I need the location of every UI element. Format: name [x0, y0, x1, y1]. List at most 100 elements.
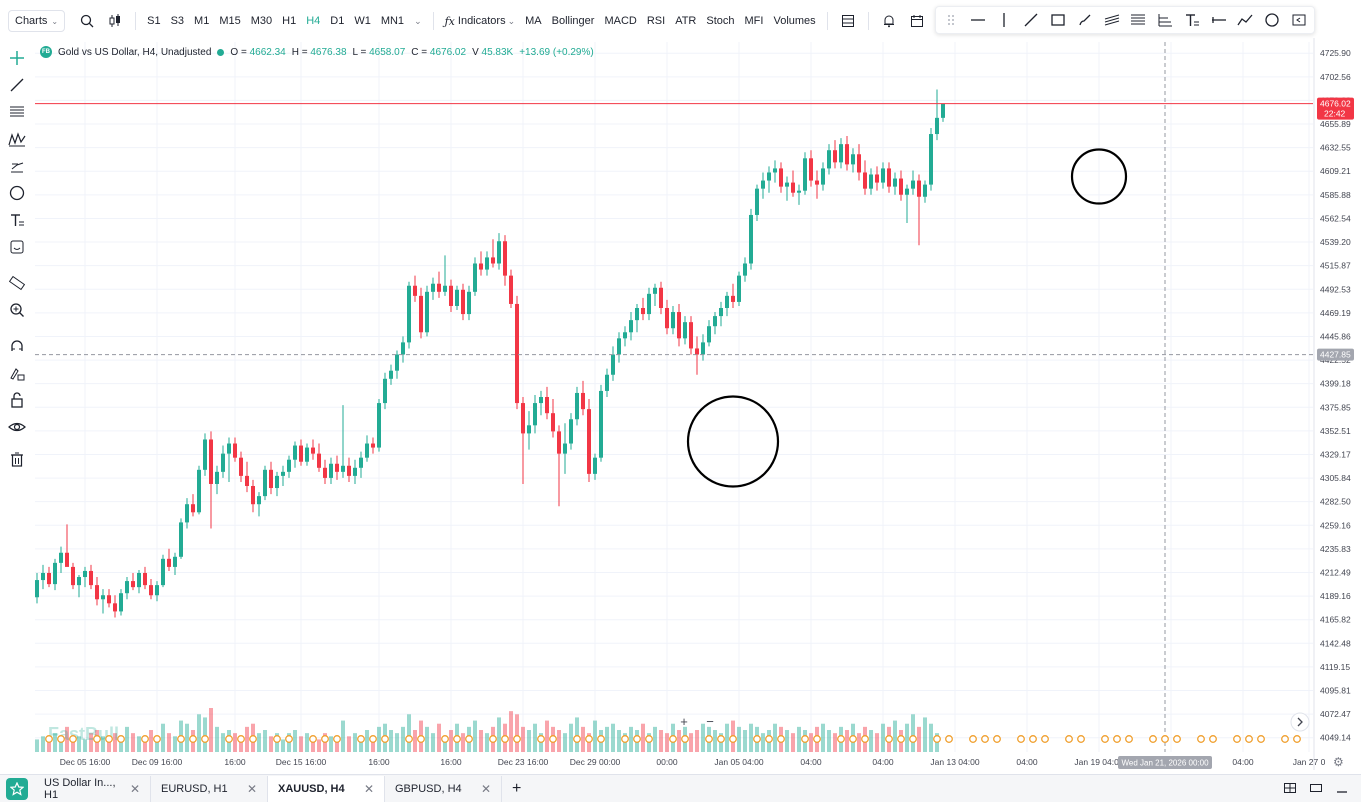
alert-bell-icon[interactable] — [878, 10, 900, 32]
candle-body — [797, 190, 801, 193]
timeframe-h4[interactable]: H4 — [306, 15, 321, 27]
lock-icon[interactable] — [5, 388, 29, 412]
candle-body — [185, 504, 189, 523]
timeframe-h1[interactable]: H1 — [282, 15, 297, 27]
event-marker-icon — [465, 735, 473, 743]
indicators-button[interactable]: ƒx Indicators ⌄ — [445, 15, 516, 28]
pattern-tool-icon[interactable] — [5, 127, 29, 151]
event-marker-icon — [537, 735, 545, 743]
ray-icon[interactable] — [1210, 10, 1228, 30]
circle-shape-icon[interactable] — [5, 181, 29, 205]
split-layout-icon[interactable] — [1283, 781, 1297, 798]
timeframe-s3[interactable]: S3 — [170, 15, 185, 27]
volume-bar — [725, 723, 729, 752]
minimize-icon[interactable] — [1335, 781, 1349, 798]
indicator-mfi[interactable]: MFI — [744, 15, 764, 27]
circle-tool-icon[interactable] — [1263, 10, 1281, 30]
crosshair-icon[interactable] — [5, 46, 29, 70]
timeframe-m1[interactable]: M1 — [194, 15, 210, 27]
volume-bar — [335, 739, 339, 752]
candle-body — [47, 572, 51, 585]
price-tick-label: 4072.47 — [1320, 709, 1351, 719]
volume-bar — [77, 736, 81, 752]
event-marker-icon — [969, 735, 977, 743]
indicator-ma[interactable]: MA — [525, 15, 542, 27]
collapse-panel-icon[interactable] — [1290, 10, 1308, 30]
candle-body — [233, 443, 237, 458]
fib-retracement-icon[interactable] — [1129, 10, 1147, 30]
vertical-line-icon[interactable] — [996, 10, 1014, 30]
time-tick-label: Dec 29 00:00 — [570, 757, 621, 767]
horizontal-line-icon[interactable] — [969, 10, 987, 30]
timeframe-m30[interactable]: M30 — [250, 15, 273, 27]
close-value: 4676.02 — [429, 46, 467, 58]
parallel-channel-icon[interactable] — [1103, 10, 1121, 30]
tab-xauusd[interactable]: XAUUSD, H4 ✕ — [268, 775, 385, 802]
add-tab-button[interactable]: + — [512, 779, 522, 797]
close-tab-icon[interactable]: ✕ — [246, 781, 257, 796]
candle-body — [887, 168, 891, 187]
brush-icon[interactable] — [1076, 10, 1094, 30]
forecast-tool-icon[interactable] — [5, 154, 29, 178]
indicator-rsi[interactable]: RSI — [646, 15, 666, 27]
text-tool-icon[interactable] — [5, 208, 29, 232]
trash-icon[interactable] — [5, 447, 29, 471]
layout-icon[interactable] — [837, 10, 859, 32]
eye-icon[interactable] — [5, 415, 29, 439]
draw-lock-icon[interactable] — [5, 361, 29, 385]
emoji-icon[interactable] — [5, 235, 29, 259]
candle-body — [881, 168, 885, 183]
timeframe-s1[interactable]: S1 — [147, 15, 161, 27]
timeframe-d1[interactable]: D1 — [330, 15, 345, 27]
indicator-bollinger[interactable]: Bollinger — [551, 15, 595, 27]
text-tool-icon[interactable] — [1183, 10, 1201, 30]
favorites-button[interactable] — [6, 777, 28, 800]
timeframe-w1[interactable]: W1 — [354, 15, 371, 27]
trend-line-icon[interactable] — [1022, 10, 1040, 30]
volume-bar — [113, 733, 117, 752]
close-tab-icon[interactable]: ✕ — [363, 781, 374, 796]
polyline-icon[interactable] — [1237, 10, 1255, 30]
timeframe-mn1[interactable]: MN1 — [380, 15, 405, 27]
volume-bar — [257, 733, 261, 752]
calendar-icon[interactable] — [906, 10, 928, 32]
ruler-icon[interactable] — [5, 271, 29, 295]
window-icon[interactable] — [1309, 781, 1323, 798]
indicator-macd[interactable]: MACD — [604, 15, 637, 27]
timeframe-m15[interactable]: M15 — [219, 15, 241, 27]
volume-bar — [41, 736, 45, 752]
rectangle-icon[interactable] — [1049, 10, 1067, 30]
tab-usdollar-index[interactable]: US Dollar In..., H1 ✕ — [34, 775, 151, 802]
candle-body — [509, 275, 513, 304]
close-tab-icon[interactable]: ✕ — [480, 781, 491, 796]
event-marker-icon — [1281, 735, 1289, 743]
time-tick-label: Dec 23 16:00 — [498, 757, 549, 767]
candle-body — [335, 463, 339, 472]
volume-bar — [905, 723, 909, 752]
indicator-stoch[interactable]: Stoch — [706, 15, 735, 27]
zoom-in-icon[interactable] — [5, 298, 29, 322]
volume-bar — [917, 726, 921, 752]
price-chart[interactable]: FastBull 4725.904702.564679.234655.89463… — [0, 0, 1361, 774]
fib-fan-icon[interactable] — [1156, 10, 1174, 30]
event-marker-icon — [705, 735, 713, 743]
timeframe-more-chevron-icon[interactable]: ⌄ — [414, 15, 422, 26]
indicator-volumes[interactable]: Volumes — [773, 15, 816, 27]
tab-eurusd[interactable]: EURUSD, H1 ✕ — [151, 775, 268, 802]
indicator-atr[interactable]: ATR — [675, 15, 697, 27]
drag-handle-icon[interactable] — [942, 10, 960, 30]
tab-gbpusd[interactable]: GBPUSD, H4 ✕ — [385, 775, 502, 802]
candle-type-icon[interactable] — [104, 10, 126, 32]
magnet-icon[interactable] — [5, 334, 29, 358]
live-status-dot — [217, 48, 225, 56]
trend-line-tool-icon[interactable] — [5, 73, 29, 97]
symbol-title[interactable]: Gold vs US Dollar, H4, Unadjusted — [58, 46, 212, 58]
volume-bar — [233, 733, 237, 752]
event-marker-icon — [1245, 735, 1253, 743]
search-icon[interactable] — [76, 10, 98, 32]
charts-dropdown[interactable]: Charts ⌄ — [8, 10, 66, 32]
close-tab-icon[interactable]: ✕ — [129, 781, 140, 796]
time-tick-label: 16:00 — [440, 757, 462, 767]
fib-tool-icon[interactable] — [5, 100, 29, 124]
